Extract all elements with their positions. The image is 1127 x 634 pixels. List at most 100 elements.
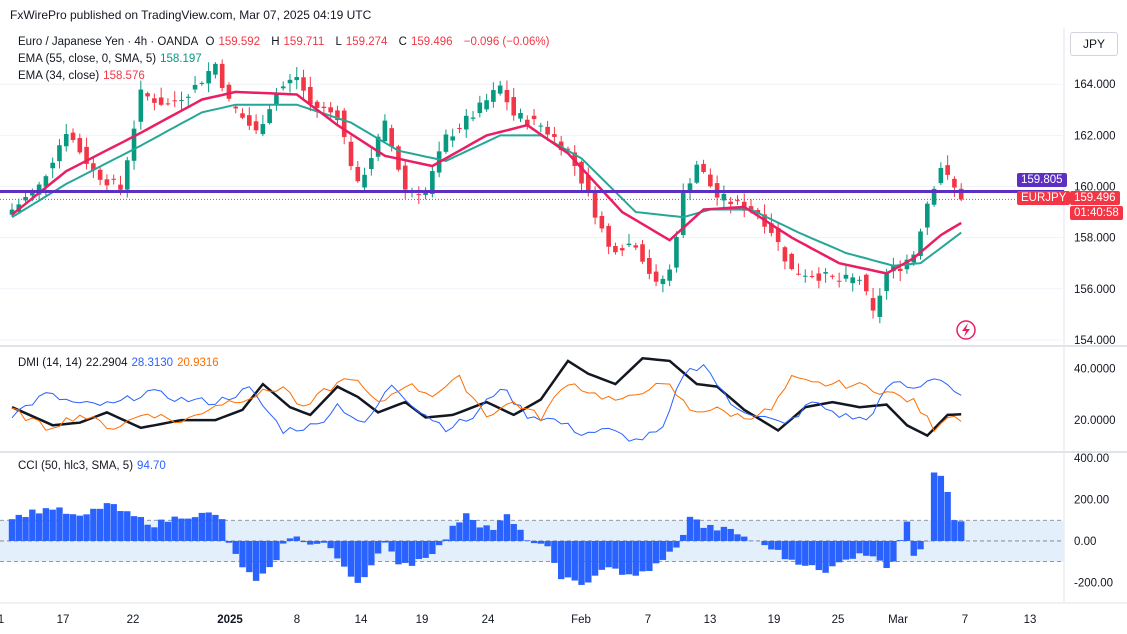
candle-body [843, 274, 849, 279]
cci-bar [334, 540, 341, 559]
cci-bar [124, 511, 131, 541]
candle-body [57, 145, 62, 162]
dmi-tick-label: 20.0000 [1074, 415, 1116, 427]
candle-body [938, 168, 944, 184]
candle-body [179, 100, 184, 102]
cci-bar [612, 540, 619, 569]
x-tick-label: 14 [355, 614, 368, 626]
candle-body [613, 246, 618, 253]
candle-body [328, 107, 333, 113]
cci-bar [802, 540, 809, 566]
candle-body [226, 84, 232, 99]
cci-bar [863, 540, 870, 556]
candle-body [579, 161, 584, 184]
candle-body [701, 163, 706, 172]
cci-bar [680, 534, 687, 541]
ema55-value: 158.197 [160, 53, 202, 65]
cci-bar [503, 514, 511, 541]
cci-bar [341, 540, 348, 567]
candle-body [321, 106, 327, 109]
cci-bar [130, 516, 138, 541]
cci-bar [29, 509, 36, 541]
candle-body [23, 196, 28, 201]
low-label: L [335, 36, 342, 48]
cci-bar [259, 540, 267, 574]
candle-body [63, 134, 69, 147]
cci-bar [374, 540, 382, 554]
publisher-header: FxWirePro published on TradingView.com, … [10, 8, 372, 22]
cci-bar [300, 540, 307, 543]
candle-body [640, 244, 645, 262]
ema55-legend: EMA (55, close, 0, SMA, 5) 158.197 [18, 53, 206, 65]
candle-body [680, 190, 686, 235]
candle-body [260, 124, 266, 135]
candle-body [118, 184, 123, 190]
cci-bar [876, 540, 884, 561]
cci-bar [449, 525, 456, 541]
cci-bar [510, 524, 517, 541]
candle-body [884, 272, 889, 292]
cci-bar [313, 540, 321, 544]
cci-bar [591, 540, 599, 576]
cci-bar [157, 519, 165, 541]
candle-body [9, 209, 15, 215]
high-value: 159.711 [283, 36, 325, 48]
cci-bar [56, 507, 63, 541]
cci-bar [320, 540, 328, 543]
cci-bar [585, 540, 592, 583]
adx-value: 22.2904 [85, 357, 128, 369]
cci-bar [76, 515, 83, 541]
cci-bar [713, 530, 721, 541]
dmi-label: DMI (14, 14) [18, 357, 82, 369]
candle-body [735, 200, 740, 202]
candle-body [294, 77, 300, 81]
cci-bar [958, 521, 965, 541]
dmi-legend: DMI (14, 14) 22.2904 28.3130 20.9316 [18, 357, 223, 369]
symbol-title: Euro / Japanese Yen · 4h · OANDA [18, 36, 199, 48]
cci-bar [442, 539, 450, 541]
di-minus-value: 20.9316 [177, 357, 219, 369]
cci-label: CCI (50, hlc3, SMA, 5) [18, 460, 134, 472]
close-label: C [398, 36, 407, 48]
cci-bar [327, 540, 334, 549]
candle-body [247, 115, 252, 126]
cci-bar [734, 534, 741, 541]
candle-body [470, 117, 476, 119]
cci-bar [944, 491, 951, 541]
candle-body [647, 258, 652, 274]
candle-body [77, 138, 83, 153]
cci-bar [829, 540, 836, 567]
candle-body [219, 63, 225, 88]
cci-bar [429, 540, 436, 555]
candle-body [443, 134, 449, 152]
candle-body [518, 113, 523, 119]
cci-bar [185, 518, 192, 541]
cci-bar [422, 540, 429, 558]
y-tick-label: 154.000 [1074, 335, 1116, 347]
candle-body [653, 271, 659, 282]
cci-bar [361, 540, 368, 578]
candle-body [185, 96, 191, 98]
candle-body [430, 171, 435, 195]
candle-body [375, 136, 381, 157]
candle-body [450, 136, 455, 141]
candle-body [369, 158, 374, 170]
candle-body [870, 298, 876, 311]
cci-bar [381, 540, 389, 543]
candle-body [694, 164, 700, 183]
candle-body [199, 82, 205, 84]
cci-bar [903, 521, 911, 541]
candle-body [850, 277, 856, 284]
candle-body [769, 223, 774, 233]
symbol-tag: EURJPY [1017, 191, 1071, 205]
cci-bar [707, 524, 714, 541]
cci-tick-label: 0.00 [1074, 536, 1096, 548]
candle-body [402, 165, 408, 190]
currency-button[interactable]: JPY [1070, 32, 1118, 56]
cci-bar [910, 540, 917, 556]
candle-body [477, 102, 483, 114]
cci-bar [646, 540, 653, 572]
candle-body [626, 243, 632, 246]
cci-bar [761, 540, 768, 546]
